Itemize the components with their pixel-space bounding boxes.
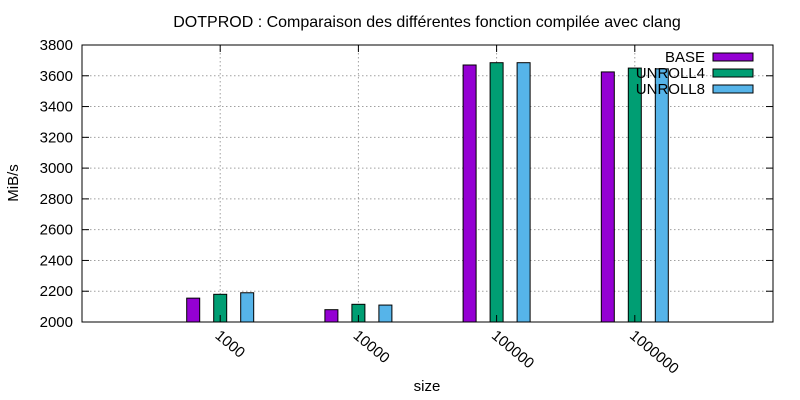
chart-title: DOTPROD : Comparaison des différentes fo… [173, 14, 681, 31]
y-tick-label: 3400 [40, 99, 73, 116]
y-tick-label: 2400 [40, 252, 73, 269]
bars [186, 62, 669, 323]
plot-frame [81, 44, 774, 323]
bar-unroll8-10000 [378, 304, 393, 323]
legend-label: UNROLL4 [636, 65, 705, 82]
y-tick-label: 3800 [40, 37, 73, 54]
y-tick-label: 2600 [40, 222, 73, 239]
x-tick-label: 1000 [212, 327, 248, 361]
bar-unroll8-1000000 [654, 68, 669, 323]
bar-unroll8-100000 [516, 62, 531, 323]
bar-unroll4-1000000 [627, 67, 642, 323]
y-tick-label: 2200 [40, 283, 73, 300]
bar-unroll4-100000 [489, 62, 504, 323]
y-tick-label: 3000 [40, 160, 73, 177]
legend-swatch [712, 68, 754, 78]
x-tick-label: 100000 [488, 327, 537, 372]
legend-swatch [712, 84, 754, 94]
legend-swatch [712, 52, 754, 62]
bar-base-1000 [186, 297, 201, 323]
bar-base-10000 [324, 309, 339, 323]
y-tick-label: 3200 [40, 129, 73, 146]
y-tick-label: 2000 [40, 314, 73, 331]
bar-base-1000000 [600, 71, 615, 323]
y-tick-label: 3600 [40, 68, 73, 85]
y-axis-ticks: 2000 2200 2400 2600 2800 3000 3200 3400 3600 3800 [40, 37, 773, 331]
legend-label: UNROLL8 [636, 81, 705, 98]
y-axis-label: MiB/s [5, 164, 22, 202]
bar-base-100000 [462, 64, 477, 323]
x-tick-label: 10000 [350, 327, 393, 367]
legend-label: BASE [665, 49, 705, 66]
y-tick-label: 2800 [40, 191, 73, 208]
x-tick-label: 1000000 [626, 327, 682, 378]
bar-unroll8-1000 [240, 292, 255, 323]
x-axis-label: size [414, 378, 441, 395]
